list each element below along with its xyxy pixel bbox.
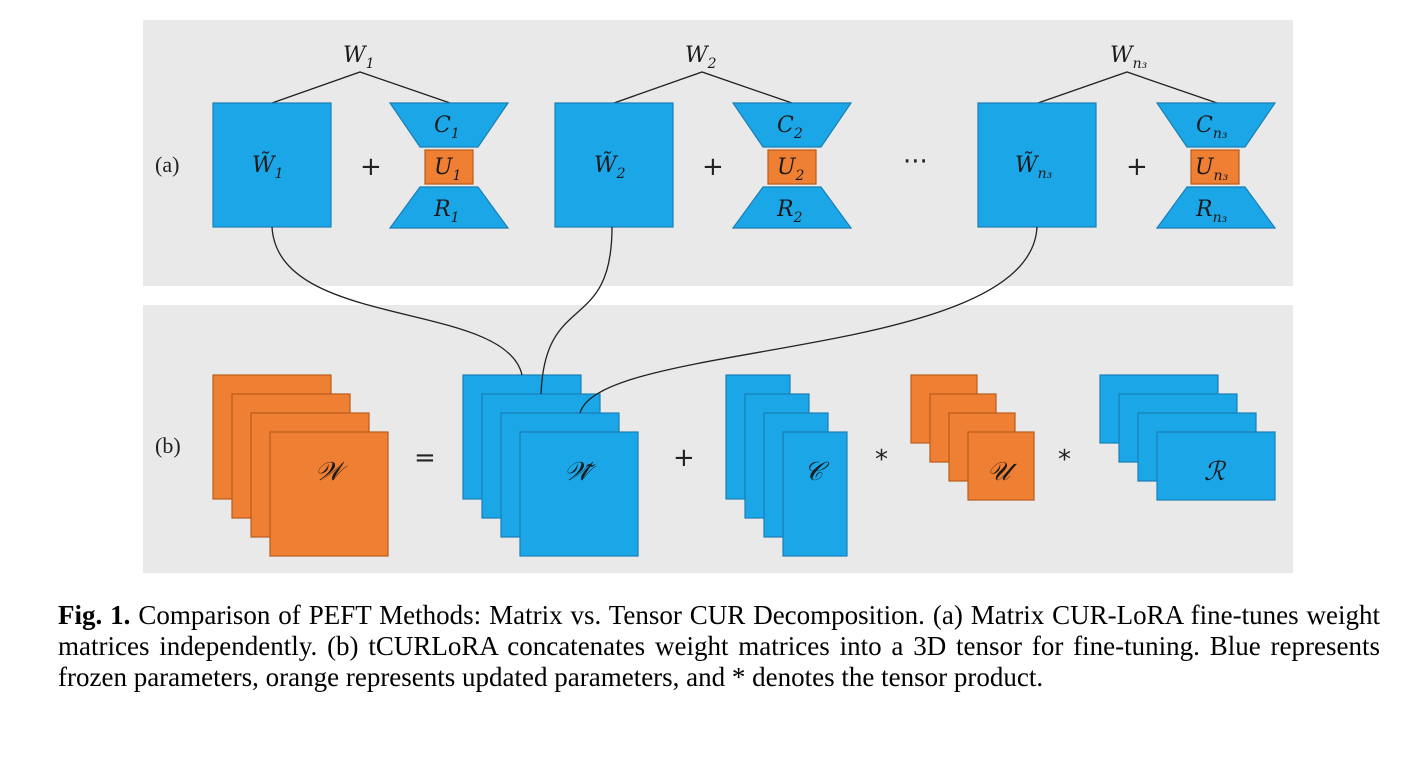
connector-curve-1 — [271, 226, 523, 376]
u-factor-2 — [767, 149, 817, 185]
tree-lines-2 — [613, 71, 793, 104]
u-factor-1 — [424, 149, 474, 185]
c-slice-4 — [782, 431, 848, 557]
r-label-1: R1 — [433, 197, 460, 226]
u-label-2: U2 — [777, 155, 805, 184]
equals-sign: = — [414, 443, 436, 473]
c-factor-2 — [731, 102, 853, 148]
r-tensor-label: ℛ — [1204, 457, 1227, 487]
r-factor-2 — [731, 186, 853, 229]
w-label-1: W1 — [343, 43, 375, 72]
plus-sign-1: + — [360, 152, 382, 182]
w-tensor-stack: 𝒲 — [212, 374, 389, 557]
block-1: W1 W̃1 + C1 U1 R1 — [212, 43, 510, 229]
connector-curve-n3 — [579, 226, 1038, 414]
plus-sign-2: + — [702, 152, 724, 182]
r-label-n3: Rn₃ — [1195, 197, 1228, 226]
c-factor-n3 — [1155, 102, 1277, 148]
caption-lead: Fig. 1. — [58, 600, 131, 630]
w-tilde-label-2: W̃2 — [594, 152, 626, 182]
u-label-1: U1 — [434, 155, 461, 184]
tensor-product-1: * — [875, 445, 888, 475]
block-2: W2 W̃2 + C2 U2 R2 — [554, 43, 853, 229]
wt-slice-4 — [519, 431, 639, 557]
w-tilde-tensor-stack: 𝒲̃ — [462, 374, 639, 557]
u-tensor-stack: 𝒰 — [910, 374, 1035, 501]
panel-a-background — [143, 20, 1293, 286]
r-factor-n3 — [1155, 186, 1277, 229]
w-tilde-matrix-2 — [554, 102, 674, 228]
plus-sign-n3: + — [1126, 152, 1148, 182]
u-factor-n3 — [1190, 149, 1240, 185]
connector-curve-2 — [540, 226, 613, 395]
w-label-2: W2 — [685, 43, 717, 72]
ellipsis: ··· — [903, 147, 928, 177]
w-slice-4 — [269, 431, 389, 557]
r-factor-1 — [388, 186, 510, 229]
tree-lines-1 — [271, 71, 451, 104]
c-label-n3: Cn₃ — [1196, 113, 1228, 142]
r-label-2: R2 — [776, 197, 803, 226]
figure-caption: Fig. 1. Comparison of PEFT Methods: Matr… — [58, 600, 1380, 693]
cur-decomposition-diagram: (a) W1 W̃1 + C1 U1 R1 W2 W̃2 + C2 U2 R2 … — [143, 20, 1293, 573]
w-tilde-matrix-1 — [212, 102, 332, 228]
plus-sign-b: + — [673, 443, 695, 473]
caption-text: Comparison of PEFT Methods: Matrix vs. T… — [58, 600, 1380, 692]
r-slice-4 — [1156, 431, 1276, 501]
c-tensor-stack: 𝒞 — [725, 374, 848, 557]
c-label-2: C2 — [777, 113, 803, 142]
panel-b-label: (b) — [155, 433, 181, 458]
panel-a-label: (a) — [155, 152, 179, 177]
u-slice-4 — [967, 431, 1035, 501]
tensor-product-2: * — [1058, 445, 1071, 475]
c-factor-1 — [388, 102, 510, 148]
u-label-n3: Un₃ — [1195, 155, 1229, 184]
w-label-n3: Wn₃ — [1110, 43, 1148, 72]
w-tilde-label-n3: W̃n₃ — [1015, 152, 1053, 182]
tree-lines-n3 — [1037, 71, 1218, 104]
c-label-1: C1 — [434, 113, 460, 142]
r-tensor-stack: ℛ — [1099, 374, 1276, 501]
w-tilde-label-1: W̃1 — [252, 152, 284, 182]
